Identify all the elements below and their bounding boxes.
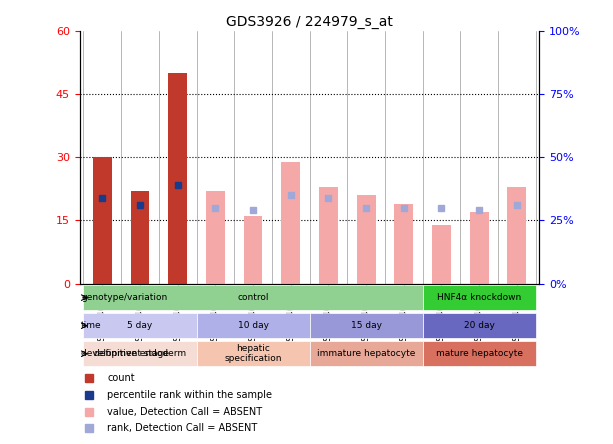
Text: value, Detection Call = ABSENT: value, Detection Call = ABSENT xyxy=(107,407,262,416)
Text: 15 day: 15 day xyxy=(351,321,381,330)
Text: development stage: development stage xyxy=(81,349,169,358)
Text: genotype/variation: genotype/variation xyxy=(81,293,167,302)
Bar xyxy=(93,157,112,284)
Text: mature hepatocyte: mature hepatocyte xyxy=(436,349,523,358)
Text: 20 day: 20 day xyxy=(463,321,495,330)
FancyBboxPatch shape xyxy=(83,285,422,310)
Title: GDS3926 / 224979_s_at: GDS3926 / 224979_s_at xyxy=(226,15,393,29)
Bar xyxy=(206,191,225,284)
Bar xyxy=(319,187,338,284)
Bar xyxy=(432,225,451,284)
Bar xyxy=(470,212,489,284)
FancyBboxPatch shape xyxy=(422,313,536,338)
Text: definitive endoderm: definitive endoderm xyxy=(94,349,186,358)
FancyBboxPatch shape xyxy=(422,341,536,366)
Bar xyxy=(131,191,150,284)
Bar xyxy=(281,162,300,284)
FancyBboxPatch shape xyxy=(197,341,310,366)
Text: count: count xyxy=(107,373,135,383)
Text: control: control xyxy=(237,293,268,302)
Bar xyxy=(168,73,187,284)
FancyBboxPatch shape xyxy=(310,313,422,338)
Text: time: time xyxy=(81,321,102,330)
Bar xyxy=(243,216,262,284)
Text: rank, Detection Call = ABSENT: rank, Detection Call = ABSENT xyxy=(107,424,257,433)
FancyBboxPatch shape xyxy=(197,313,310,338)
Bar xyxy=(394,204,413,284)
Bar xyxy=(357,195,376,284)
Text: hepatic
specification: hepatic specification xyxy=(224,344,282,364)
Text: 5 day: 5 day xyxy=(128,321,153,330)
Text: percentile rank within the sample: percentile rank within the sample xyxy=(107,390,272,400)
FancyBboxPatch shape xyxy=(83,341,197,366)
Text: HNF4α knockdown: HNF4α knockdown xyxy=(437,293,521,302)
FancyBboxPatch shape xyxy=(83,313,197,338)
Bar xyxy=(508,187,526,284)
FancyBboxPatch shape xyxy=(422,285,536,310)
Text: 10 day: 10 day xyxy=(238,321,268,330)
FancyBboxPatch shape xyxy=(310,341,422,366)
Text: immature hepatocyte: immature hepatocyte xyxy=(317,349,415,358)
